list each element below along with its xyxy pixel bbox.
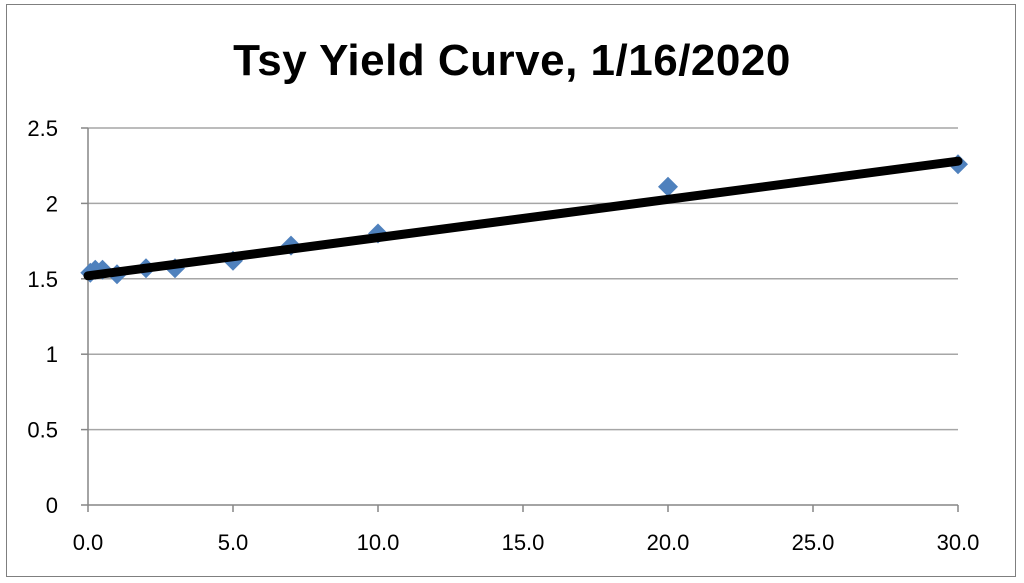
- data-point-9: [658, 176, 678, 197]
- trendline: [83, 156, 963, 281]
- y-tick-label-4: 2: [46, 191, 58, 216]
- x-tick-label-0: 0.0: [73, 530, 104, 555]
- x-tick-label-6: 30.0: [937, 530, 980, 555]
- x-tick-label-2: 10.0: [357, 530, 400, 555]
- x-tick-label-3: 15.0: [502, 530, 545, 555]
- chart-title: Tsy Yield Curve, 1/16/2020: [233, 36, 791, 85]
- x-tick-label-5: 25.0: [792, 530, 835, 555]
- x-tick-label-4: 20.0: [647, 530, 690, 555]
- y-tick-label-0: 0: [46, 493, 58, 518]
- y-tick-label-3: 1.5: [27, 267, 58, 292]
- y-tick-label-2: 1: [46, 342, 58, 367]
- chart-frame: [6, 4, 1016, 577]
- x-tick-label-1: 5.0: [218, 530, 249, 555]
- y-tick-label-1: 0.5: [27, 418, 58, 443]
- y-tick-label-5: 2.5: [27, 116, 58, 141]
